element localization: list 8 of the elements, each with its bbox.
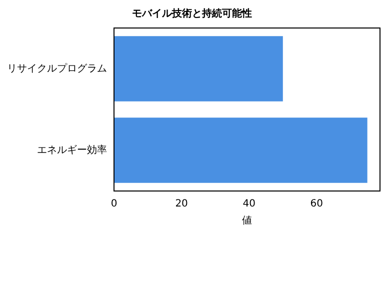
- chart-title: モバイル技術と持続可能性: [132, 8, 252, 20]
- x-axis-title: 値: [242, 214, 252, 227]
- y-tick-label: リサイクルプログラム: [7, 62, 107, 74]
- x-tick-label: 60: [310, 198, 324, 210]
- x-tick-label: 0: [110, 198, 118, 210]
- x-tick-label: 20: [175, 198, 188, 210]
- x-tick-label: 40: [242, 198, 256, 210]
- y-tick-label: エネルギー効率: [37, 144, 107, 156]
